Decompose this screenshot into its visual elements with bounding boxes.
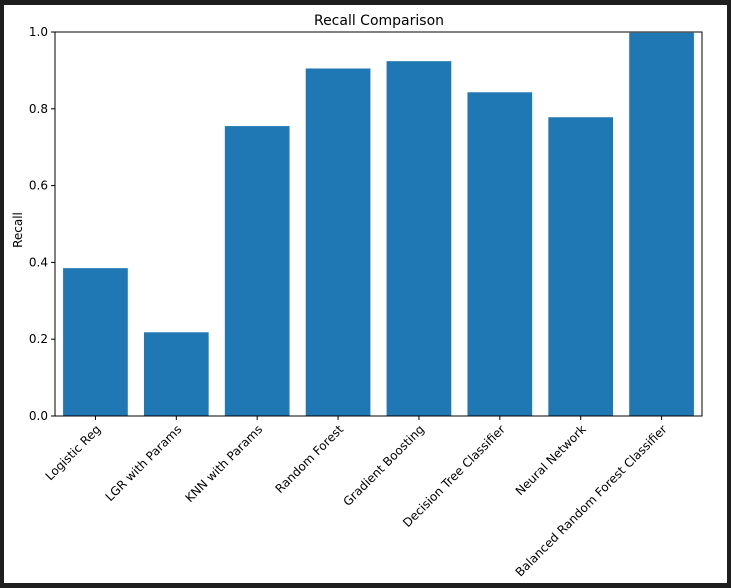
x-tick-label-1: LGR with Params	[103, 422, 185, 504]
x-tick-label-2: KNN with Params	[182, 422, 265, 505]
x-tick-label-7: Balanced Random Forest Classifier	[513, 422, 670, 579]
x-tick-label-4: Gradient Boosting	[340, 422, 427, 509]
y-axis: 0.0 0.2 0.4 0.6 0.8 1.0	[29, 25, 55, 423]
bar-7	[629, 32, 694, 416]
x-tick-label-0: Logistic Reg	[43, 422, 104, 483]
figure-frame: Recall Comparison Recall 0.0 0.2 0.4 0.6 0.8…	[4, 5, 727, 583]
bars-group	[63, 32, 694, 417]
y-tick-label-5: 1.0	[29, 25, 48, 39]
y-tick-label-1: 0.2	[29, 332, 48, 346]
bar-chart: Recall Comparison Recall 0.0 0.2 0.4 0.6 0.8…	[11, 13, 703, 579]
bar-1	[143, 332, 209, 416]
x-tick-label-6: Neural Network	[513, 422, 589, 498]
chart-title: Recall Comparison	[314, 13, 444, 29]
bar-0	[63, 268, 128, 416]
bar-2	[224, 126, 290, 416]
y-tick-label-3: 0.6	[29, 179, 48, 193]
bar-3	[305, 68, 371, 417]
bar-5	[467, 92, 533, 417]
y-axis-label: Recall	[11, 212, 25, 248]
y-tick-label-0: 0.0	[29, 409, 48, 423]
y-tick-label-2: 0.4	[29, 255, 48, 269]
y-tick-label-4: 0.8	[29, 102, 48, 116]
bar-6	[548, 117, 614, 417]
plot-area-border	[54, 31, 703, 417]
bar-4	[386, 61, 452, 417]
x-tick-label-3: Random Forest	[272, 422, 346, 496]
